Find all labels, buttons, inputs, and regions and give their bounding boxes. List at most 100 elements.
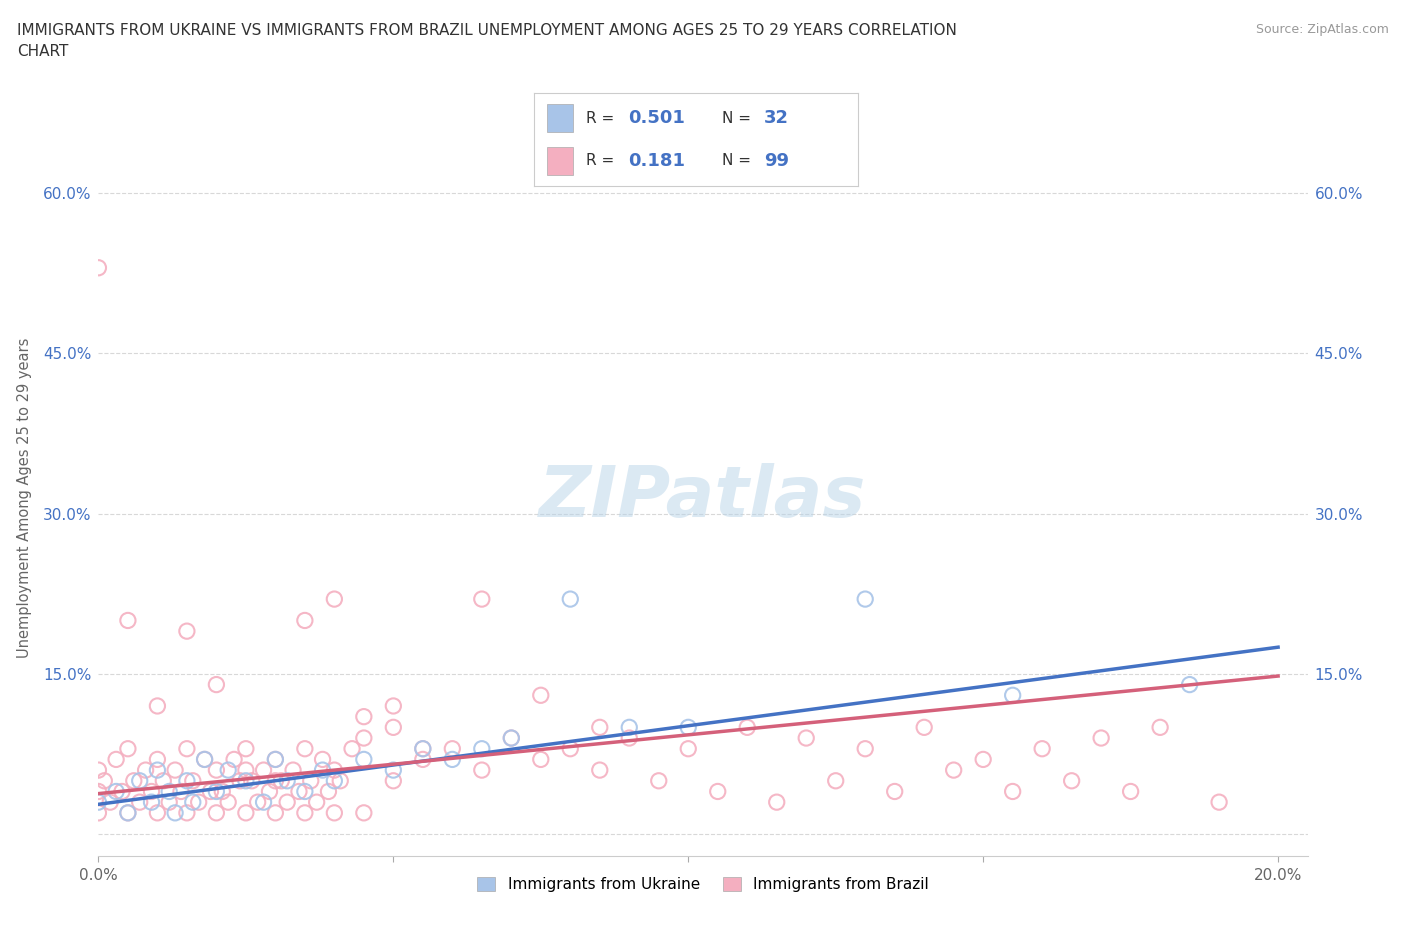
Text: R =: R = [586,111,619,126]
Point [141,795,163,810]
Point [229,774,252,789]
Text: N =: N = [721,153,755,168]
Point [530,688,553,703]
Point [883,784,905,799]
Point [152,774,174,789]
Point [128,774,150,789]
Point [1178,677,1201,692]
Point [217,795,239,810]
Point [353,805,375,820]
Point [157,795,180,810]
Point [1031,741,1053,756]
Point [176,774,198,789]
Point [1149,720,1171,735]
Point [329,774,352,789]
Point [735,720,758,735]
Point [165,805,187,820]
Point [471,741,494,756]
Point [323,805,346,820]
Point [264,752,287,767]
Point [294,805,316,820]
Point [1001,784,1024,799]
Point [205,805,228,820]
Point [117,805,139,820]
Point [619,720,641,735]
Point [93,774,115,789]
Y-axis label: Unemployment Among Ages 25 to 29 years: Unemployment Among Ages 25 to 29 years [17,338,32,658]
Point [165,763,187,777]
Point [560,591,582,606]
Point [1060,774,1083,789]
Point [1001,688,1024,703]
Text: R =: R = [586,153,624,168]
FancyBboxPatch shape [547,104,574,132]
Point [1119,784,1142,799]
Legend: Immigrants from Ukraine, Immigrants from Brazil: Immigrants from Ukraine, Immigrants from… [471,870,935,898]
Point [111,784,134,799]
Point [235,805,257,820]
Point [706,784,728,799]
Point [235,774,257,789]
Point [276,795,298,810]
Point [678,720,700,735]
Point [128,795,150,810]
Point [353,731,375,746]
Point [530,752,553,767]
Point [294,741,316,756]
Point [117,741,139,756]
Point [294,784,316,799]
Point [187,795,209,810]
Point [205,784,228,799]
Point [942,763,965,777]
Point [323,774,346,789]
Point [318,784,340,799]
Text: ZIPatlas: ZIPatlas [540,463,866,532]
Point [181,774,204,789]
Point [235,741,257,756]
Point [412,752,434,767]
Point [211,784,233,799]
Point [1208,795,1230,810]
Point [501,731,523,746]
Point [194,752,217,767]
Point [501,731,523,746]
Text: Source: ZipAtlas.com: Source: ZipAtlas.com [1256,23,1389,36]
Point [270,774,292,789]
Point [288,784,311,799]
Point [87,763,110,777]
Text: IMMIGRANTS FROM UKRAINE VS IMMIGRANTS FROM BRAZIL UNEMPLOYMENT AMONG AGES 25 TO : IMMIGRANTS FROM UKRAINE VS IMMIGRANTS FR… [17,23,956,60]
Point [794,731,817,746]
Point [146,752,169,767]
Point [252,795,274,810]
Point [181,795,204,810]
Point [87,784,110,799]
FancyBboxPatch shape [547,147,574,175]
Point [853,591,876,606]
Point [382,720,405,735]
Point [252,763,274,777]
Point [471,591,494,606]
Point [412,741,434,756]
Point [264,805,287,820]
Point [619,731,641,746]
Text: 99: 99 [763,152,789,170]
Point [382,774,405,789]
Point [648,774,671,789]
Point [589,763,612,777]
Point [146,698,169,713]
Point [441,741,464,756]
Point [205,677,228,692]
Point [205,763,228,777]
Point [382,763,405,777]
Point [912,720,935,735]
Point [1090,731,1112,746]
Point [305,795,328,810]
Point [117,613,139,628]
Point [176,624,198,639]
Point [194,752,217,767]
Point [117,805,139,820]
Point [87,805,110,820]
Point [200,784,222,799]
Point [146,763,169,777]
Point [222,752,245,767]
